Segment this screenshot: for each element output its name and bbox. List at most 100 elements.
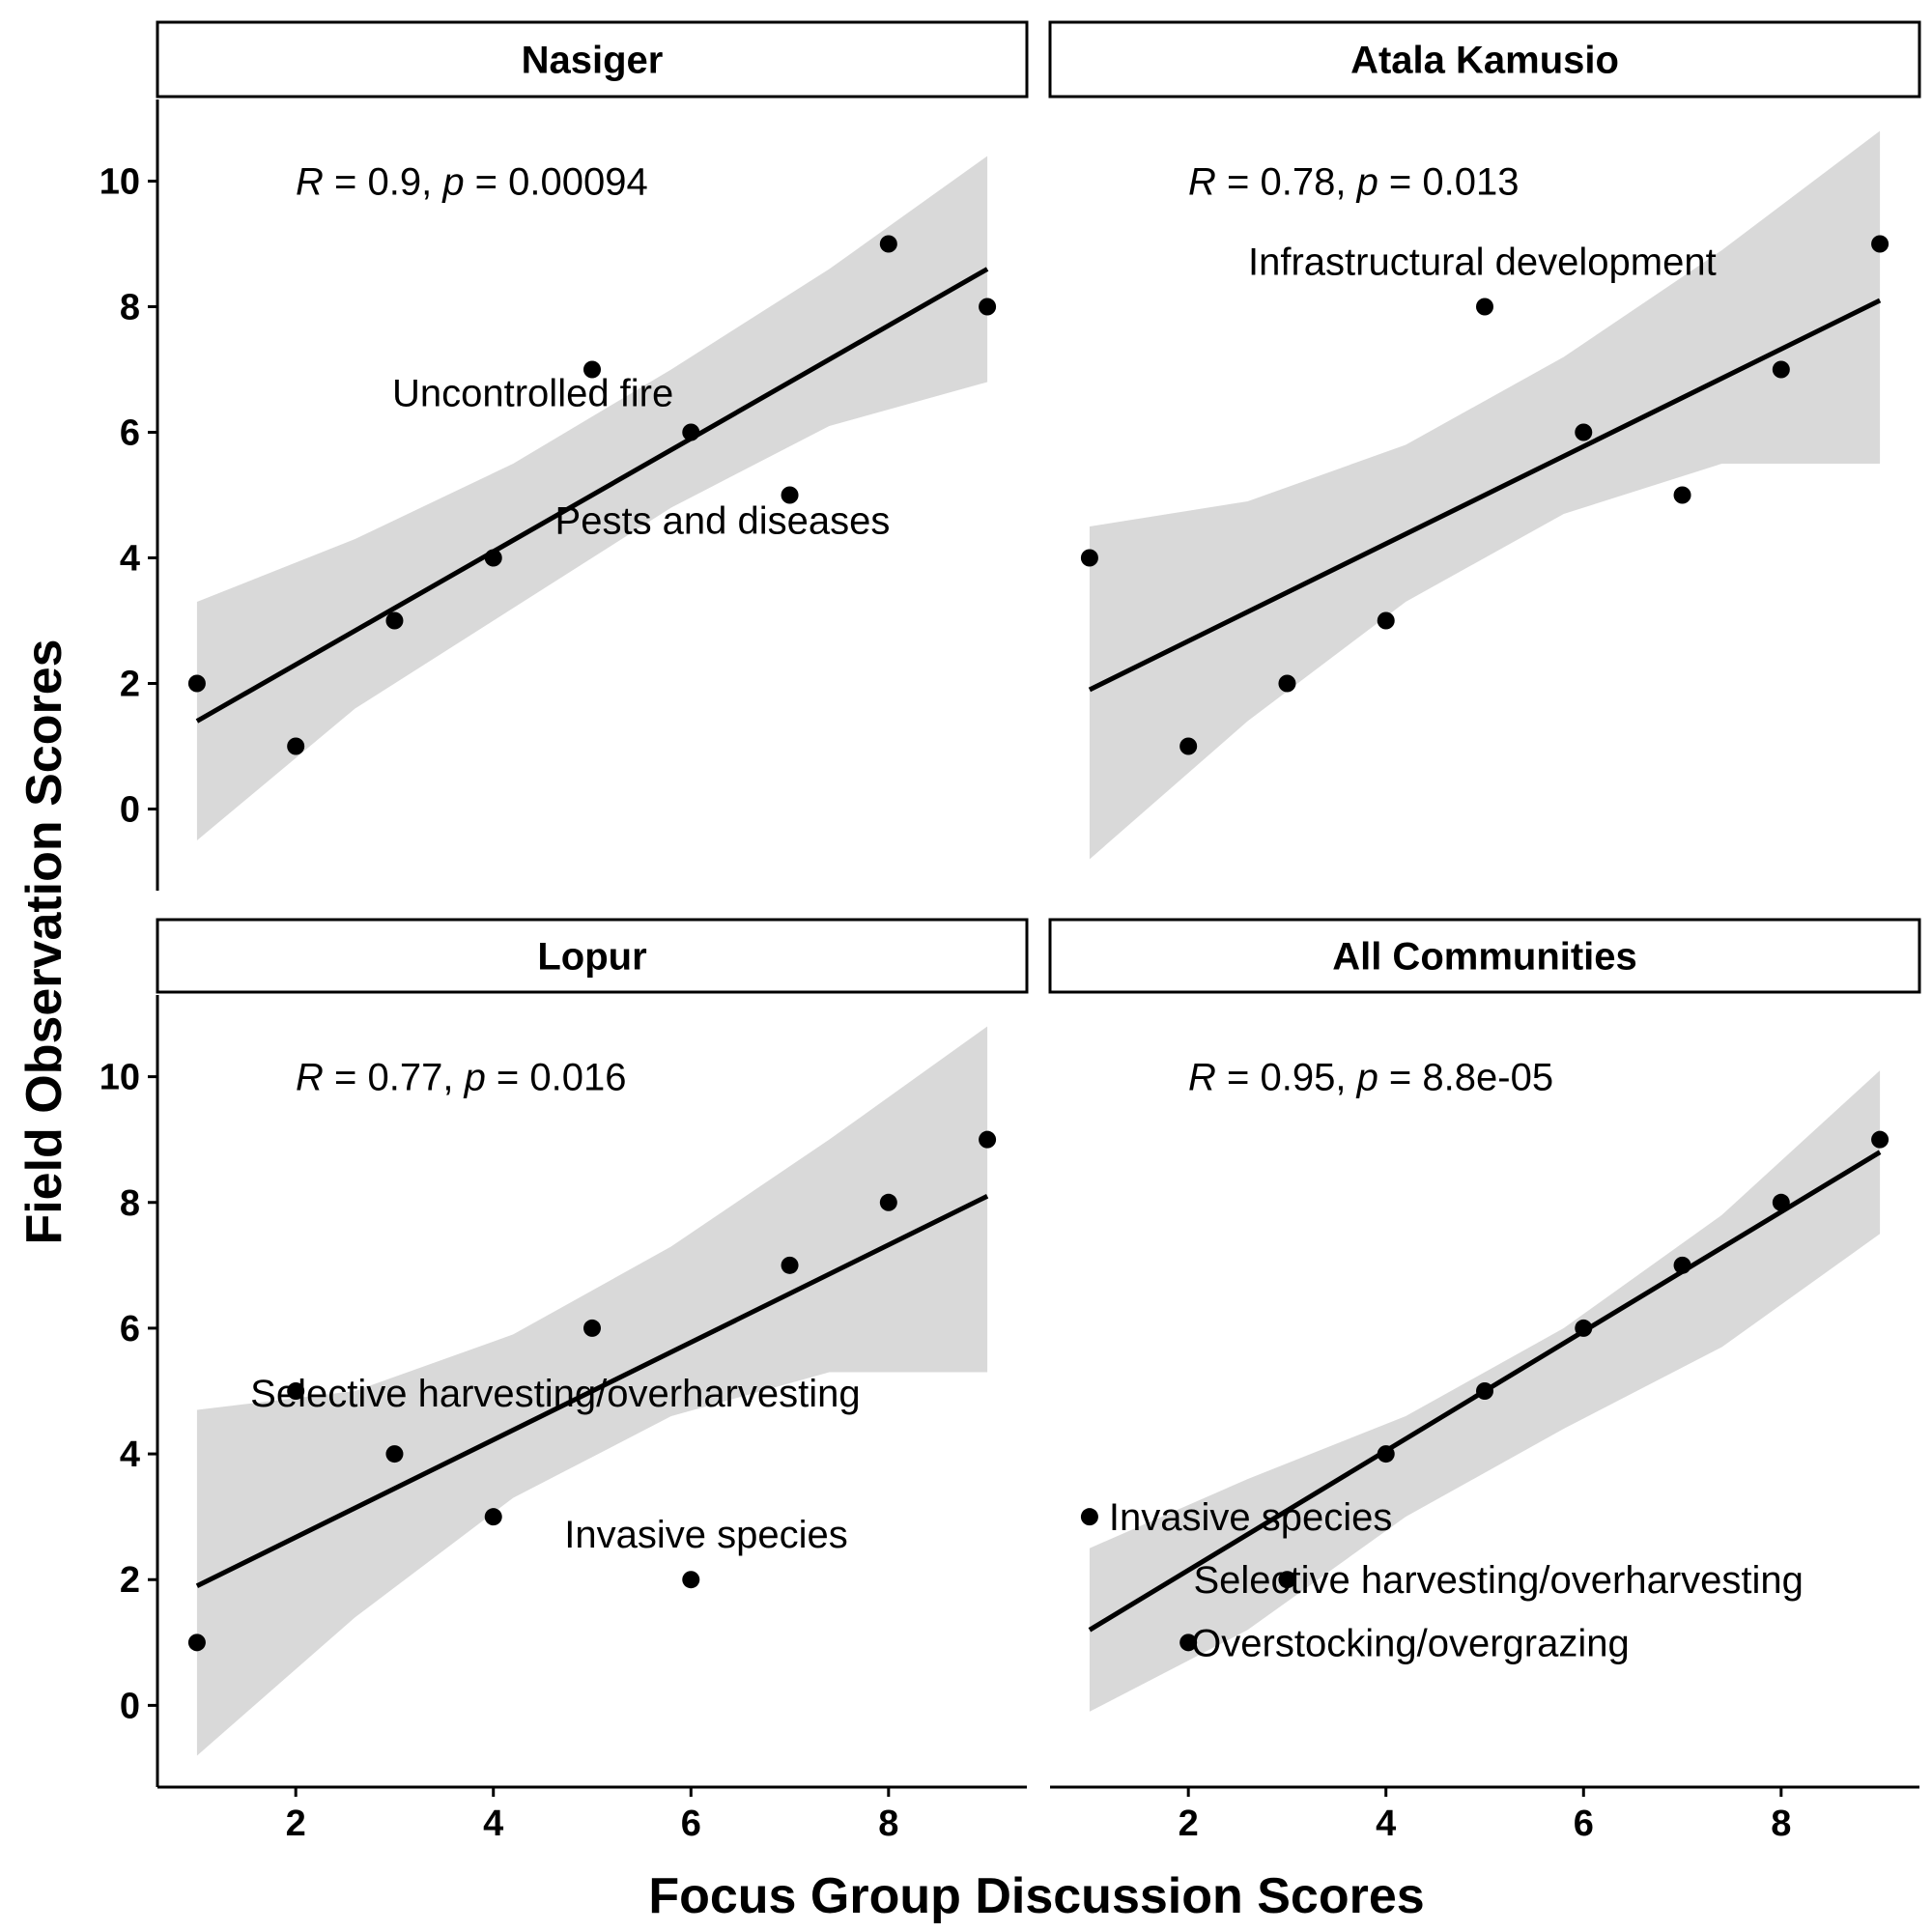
data-point xyxy=(1575,1319,1593,1337)
y-tick-label: 0 xyxy=(120,1686,140,1726)
data-point xyxy=(682,1571,700,1589)
panel-atala-kamusio: Atala Kamusio R = 0.78, p = 0.013 Infrastr… xyxy=(1048,20,1921,860)
r-symbol: R xyxy=(1188,1057,1216,1099)
facet-strip-label: Nasiger xyxy=(522,40,664,82)
r-value: = 0.95, xyxy=(1216,1057,1357,1099)
p-value: = 0.016 xyxy=(486,1057,627,1099)
r-symbol: R xyxy=(296,1057,324,1099)
data-point xyxy=(583,1319,601,1337)
data-point xyxy=(583,360,601,379)
data-point xyxy=(781,1256,799,1274)
regression-line xyxy=(195,267,989,724)
confidence-band xyxy=(196,156,988,840)
r-value: = 0.9, xyxy=(324,161,442,204)
data-point xyxy=(1278,1571,1296,1589)
x-tick-label: 2 xyxy=(286,1804,306,1844)
p-symbol: p xyxy=(441,161,464,204)
p-symbol: p xyxy=(464,1057,486,1099)
facet-strip xyxy=(156,918,1029,994)
y-tick-label: 6 xyxy=(120,413,140,454)
y-tick-label: 8 xyxy=(120,1183,140,1224)
data-point xyxy=(1673,1256,1691,1274)
correlation-stat-label: R = 0.78, p = 0.013 xyxy=(1188,161,1520,204)
y-tick-label: 2 xyxy=(120,1560,140,1601)
data-point xyxy=(1476,298,1493,316)
data-point xyxy=(781,486,799,504)
regression-line xyxy=(1088,298,1882,693)
facet-strip xyxy=(156,20,1029,99)
correlation-stat-label: R = 0.77, p = 0.016 xyxy=(296,1057,627,1099)
regression-line xyxy=(195,1194,989,1588)
data-point xyxy=(484,1508,502,1526)
x-axis-title: Focus Group Discussion Scores xyxy=(648,1868,1424,1924)
y-tick-label: 0 xyxy=(120,790,140,831)
data-point xyxy=(1278,674,1296,693)
data-point xyxy=(879,235,897,253)
y-tick-label: 10 xyxy=(99,162,140,203)
point-annotation: Overstocking/overgrazing xyxy=(1191,1622,1630,1664)
point-annotation: Pests and diseases xyxy=(555,500,891,543)
x-tick-label: 4 xyxy=(483,1804,503,1844)
facet-strip xyxy=(1048,20,1921,99)
data-point xyxy=(1476,1382,1493,1400)
panel-all-communities: All Communities R = 0.95, p = 8.8e-05 Inva… xyxy=(1048,918,1921,1844)
point-annotation: Selective harvesting/overharvesting xyxy=(1193,1559,1803,1602)
r-value: = 0.77, xyxy=(324,1057,465,1099)
y-tick-label: 8 xyxy=(120,288,140,328)
p-symbol: p xyxy=(1356,1057,1378,1099)
data-point xyxy=(484,549,502,567)
panel-nasiger: Nasiger R = 0.9, p = 0.00094 Uncontrolled … xyxy=(99,20,1029,891)
x-tick-label: 8 xyxy=(878,1804,898,1844)
facet-strip-label: All Communities xyxy=(1332,936,1637,979)
data-point xyxy=(187,674,206,693)
data-point xyxy=(979,1130,997,1149)
data-point xyxy=(1772,360,1790,379)
facet-panels: Nasiger R = 0.9, p = 0.00094 Uncontrolled … xyxy=(99,20,1921,1844)
data-point xyxy=(1673,486,1691,504)
x-tick-label: 2 xyxy=(1179,1804,1199,1844)
data-point xyxy=(1179,737,1198,755)
data-point xyxy=(287,1382,305,1400)
r-symbol: R xyxy=(296,161,324,204)
data-point xyxy=(385,1445,404,1463)
data-point xyxy=(287,737,305,755)
x-tick-label: 6 xyxy=(1574,1804,1594,1844)
r-value: = 0.78, xyxy=(1216,161,1357,204)
data-point xyxy=(1871,1130,1889,1149)
data-point xyxy=(682,423,700,441)
point-annotation: Invasive species xyxy=(1109,1496,1392,1539)
facet-strip-label: Lopur xyxy=(537,936,646,979)
panel-lopur: Lopur R = 0.77, p = 0.016 Selective harves… xyxy=(99,918,1029,1844)
x-tick-label: 6 xyxy=(681,1804,701,1844)
data-point xyxy=(1575,423,1593,441)
p-value: = 0.00094 xyxy=(465,161,648,204)
correlation-stat-label: R = 0.9, p = 0.00094 xyxy=(296,161,648,204)
facet-strip-label: Atala Kamusio xyxy=(1350,40,1619,82)
y-tick-label: 10 xyxy=(99,1058,140,1098)
point-annotation: Invasive species xyxy=(564,1514,847,1556)
x-tick-label: 8 xyxy=(1771,1804,1791,1844)
data-point xyxy=(1377,611,1395,630)
y-tick-label: 2 xyxy=(120,665,140,705)
y-tick-label: 4 xyxy=(120,1435,140,1475)
r-symbol: R xyxy=(1188,161,1216,204)
data-point xyxy=(879,1193,897,1211)
data-point xyxy=(1772,1193,1790,1211)
data-point xyxy=(1377,1445,1395,1463)
y-tick-label: 6 xyxy=(120,1309,140,1350)
point-annotation: Uncontrolled fire xyxy=(392,373,673,415)
data-point xyxy=(1080,1508,1098,1526)
data-point xyxy=(1080,549,1098,567)
data-point xyxy=(187,1634,206,1652)
p-value: = 0.013 xyxy=(1378,161,1520,204)
correlation-stat-label: R = 0.95, p = 8.8e-05 xyxy=(1188,1057,1553,1099)
data-point xyxy=(1871,235,1889,253)
x-tick-label: 4 xyxy=(1376,1804,1396,1844)
data-point xyxy=(979,298,997,316)
point-annotation: Infrastructural development xyxy=(1248,242,1717,284)
y-tick-label: 4 xyxy=(120,539,140,580)
data-point xyxy=(385,611,404,630)
point-annotation: Selective harvesting/overharvesting xyxy=(250,1373,860,1415)
data-point xyxy=(1179,1634,1198,1652)
